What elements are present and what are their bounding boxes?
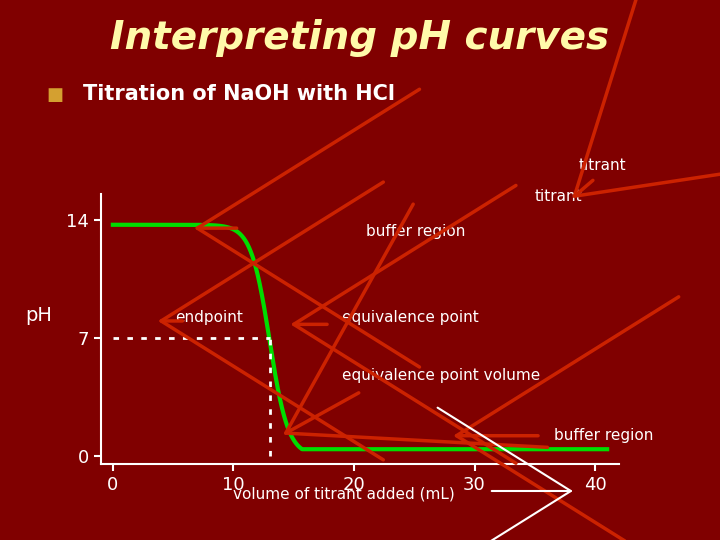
Text: endpoint: endpoint [176,310,243,325]
Text: volume of titrant added (mL): volume of titrant added (mL) [233,487,455,502]
Text: ■: ■ [47,85,64,104]
Text: titrant: titrant [535,188,582,204]
Text: equivalence point volume: equivalence point volume [342,368,540,383]
Text: equivalence point: equivalence point [342,310,479,325]
Text: titrant: titrant [578,158,626,173]
Text: buffer region: buffer region [366,224,465,239]
Text: Titration of NaOH with HCl: Titration of NaOH with HCl [83,84,395,105]
Text: Interpreting pH curves: Interpreting pH curves [110,19,610,57]
Text: pH: pH [25,306,52,326]
Text: buffer region: buffer region [554,428,654,443]
